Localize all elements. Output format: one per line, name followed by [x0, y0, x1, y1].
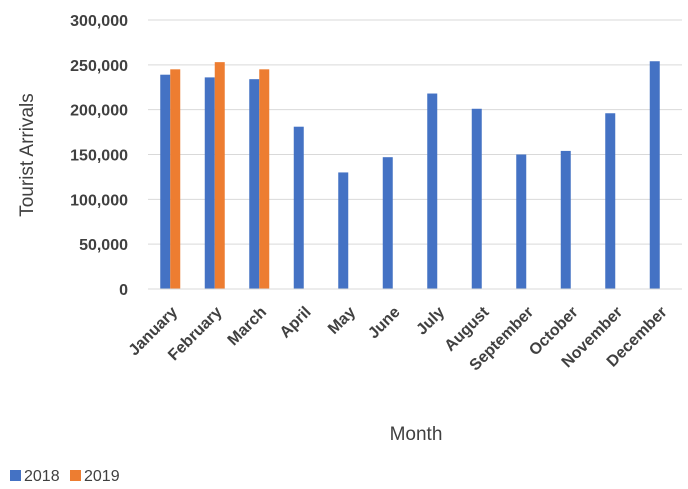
x-tick-label: May [325, 304, 359, 338]
y-tick-label: 300,000 [70, 13, 128, 30]
x-axis-title: Month [390, 424, 443, 445]
bar-2018-march [249, 79, 260, 290]
x-tick-label: March [225, 304, 270, 349]
bar-2018-december [649, 61, 660, 289]
bar-2018-october [560, 150, 571, 289]
x-tick-label: June [365, 304, 403, 342]
y-tick-label: 200,000 [70, 103, 128, 120]
y-axis-ticks: 0 50,000 100,000 150,000 200,000 250,000 300,0… [70, 13, 128, 299]
bar-2018-january [160, 74, 171, 290]
bar-2018-july [427, 93, 438, 289]
bar-2018-april [293, 126, 304, 289]
y-tick-label: 150,000 [70, 148, 128, 165]
bar-2018-february [204, 77, 215, 290]
legend: 2018 2019 [10, 468, 120, 485]
legend-swatch-2019 [70, 470, 81, 481]
legend-swatch-2018 [10, 470, 21, 481]
bar-2018-september [516, 154, 527, 289]
bar-2018-may [338, 172, 349, 289]
bar-2018-june [382, 157, 393, 289]
y-tick-label: 100,000 [70, 192, 128, 209]
legend-label-2019: 2019 [84, 468, 120, 485]
bar-2019-february [214, 62, 225, 289]
y-tick-label: 0 [119, 282, 128, 299]
legend-label-2018: 2018 [24, 468, 60, 485]
x-tick-label: April [277, 304, 315, 342]
bars [160, 61, 660, 290]
y-axis-title: Tourist Arrivals [17, 93, 38, 217]
y-tick-label: 250,000 [70, 58, 128, 75]
bar-2019-march [259, 69, 270, 289]
bar-2018-november [605, 113, 616, 290]
gridlines [148, 19, 682, 245]
y-tick-label: 50,000 [79, 237, 128, 254]
bar-2019-january [170, 69, 181, 289]
bar-2018-august [471, 108, 482, 290]
x-tick-label: July [413, 304, 448, 339]
